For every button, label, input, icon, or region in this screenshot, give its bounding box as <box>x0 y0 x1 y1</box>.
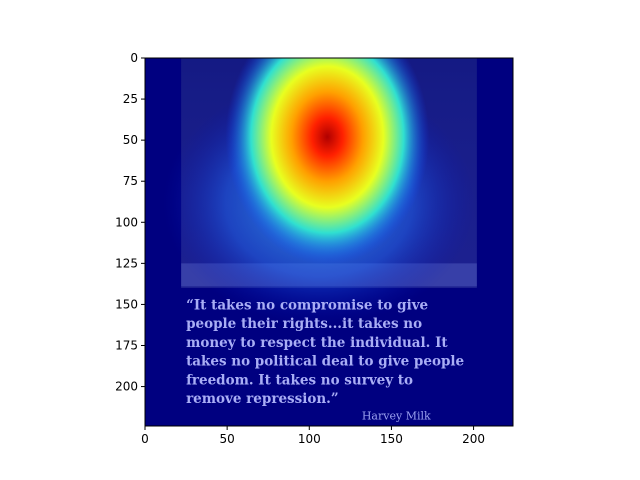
axes-frame <box>144 57 514 427</box>
y-tick-label: 25 <box>123 92 138 106</box>
quote-text-block: “It takes no compromise to give people th… <box>186 297 464 407</box>
y-tick-label: 100 <box>115 215 138 229</box>
y-tick-label: 50 <box>123 133 138 147</box>
y-tick-label: 75 <box>123 174 138 188</box>
quote-line: remove repression.” <box>186 391 339 407</box>
y-tick-label: 0 <box>130 51 138 65</box>
y-tick-label: 150 <box>115 297 138 311</box>
quote-line: people their rights...it takes no <box>186 316 422 332</box>
quote-line: freedom. It takes no survey to <box>186 372 413 388</box>
x-axis: 0 50 100 150 200 <box>141 426 485 446</box>
x-tick-label: 100 <box>298 432 321 446</box>
y-tick-label: 175 <box>115 339 138 353</box>
x-tick-label: 200 <box>462 432 485 446</box>
x-tick-label: 0 <box>141 432 149 446</box>
y-tick-label: 200 <box>115 380 138 394</box>
plot-area: “It takes no compromise to give people th… <box>145 58 513 426</box>
quote-line: money to respect the individual. It <box>186 335 448 351</box>
y-axis: 0 25 50 75 100 125 150 175 200 <box>115 51 145 394</box>
y-tick-label: 125 <box>115 256 138 270</box>
signature-text: Harvey Milk <box>362 409 431 422</box>
x-tick-label: 150 <box>380 432 403 446</box>
quote-line: “It takes no compromise to give <box>186 297 428 313</box>
heat-peak-region <box>225 58 430 265</box>
x-tick-label: 50 <box>220 432 235 446</box>
quote-line: takes no political deal to give people <box>186 354 464 370</box>
